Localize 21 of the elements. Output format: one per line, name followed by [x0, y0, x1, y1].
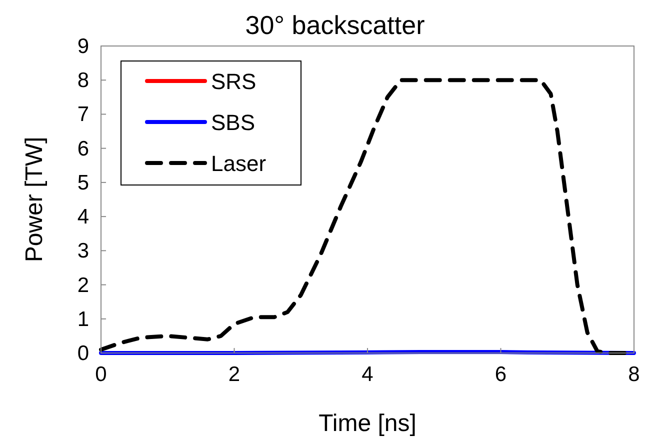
legend-label: Laser	[211, 151, 266, 176]
chart-title: 30° backscatter	[245, 10, 426, 40]
x-tick-label: 8	[628, 363, 640, 386]
y-tick-label: 4	[77, 206, 90, 229]
y-tick-label: 1	[77, 308, 89, 331]
y-tick-label: 5	[77, 171, 89, 194]
y-axis-title: Power [TW]	[21, 136, 48, 262]
y-tick-label: 6	[77, 137, 89, 160]
x-axis-title: Time [ns]	[318, 410, 416, 437]
y-tick-label: 3	[77, 240, 89, 263]
x-tick-label: 2	[228, 363, 240, 386]
y-tick-label: 9	[77, 35, 89, 58]
y-tick-label: 0	[77, 342, 89, 365]
x-tick-label: 0	[95, 363, 107, 386]
x-tick-label: 4	[362, 363, 374, 386]
legend-label: SBS	[211, 110, 256, 135]
legend-label: SRS	[211, 69, 256, 94]
x-tick-label: 6	[494, 363, 507, 386]
y-tick-label: 7	[77, 103, 89, 126]
y-tick-label: 2	[77, 274, 89, 297]
y-tick-label: 8	[77, 69, 89, 92]
